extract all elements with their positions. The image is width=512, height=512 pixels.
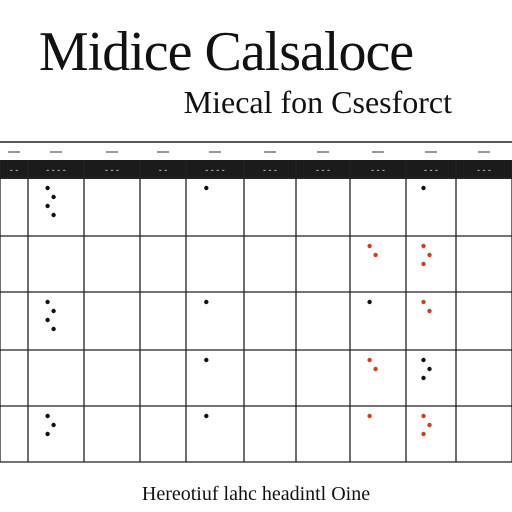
event-dot xyxy=(367,299,372,305)
event-dot xyxy=(421,413,426,419)
event-dot xyxy=(45,299,50,305)
calendar-day-cell xyxy=(29,351,83,405)
calendar-day-cell xyxy=(141,179,185,235)
calendar-day-cell xyxy=(351,293,405,349)
event-dot xyxy=(204,185,209,191)
calendar-day-cell xyxy=(29,237,83,291)
event-dot xyxy=(204,299,209,305)
calendar-day-cell xyxy=(245,179,295,235)
event-dot xyxy=(204,357,209,363)
calendar-day-cell xyxy=(351,407,405,461)
header-tick-mark: - - xyxy=(10,165,19,175)
event-dot xyxy=(373,366,378,372)
header-tick-mark: - - - xyxy=(316,165,330,175)
event-dot xyxy=(421,299,426,305)
header-tick-mark: - - xyxy=(159,165,168,175)
calendar-day-cell xyxy=(85,293,139,349)
event-dot xyxy=(367,413,372,419)
calendar-day-cell xyxy=(457,407,511,461)
event-dot xyxy=(427,308,432,314)
calendar-day-cell xyxy=(141,293,185,349)
calendar-day-cell xyxy=(457,351,511,405)
event-dot xyxy=(45,185,50,191)
calendar-day-cell xyxy=(85,237,139,291)
document-title: Midice Calsaloce xyxy=(38,21,414,83)
calendar-day-cell xyxy=(297,293,349,349)
calendar-day-cell xyxy=(1,407,27,461)
calendar-day-cell xyxy=(29,407,83,461)
event-dot xyxy=(204,413,209,419)
event-dot xyxy=(427,252,432,258)
calendar-day-cell xyxy=(187,351,243,405)
calendar-day-cell xyxy=(297,237,349,291)
calendar-day-cell xyxy=(29,293,83,349)
calendar-day-cell xyxy=(187,179,243,235)
event-dot xyxy=(51,422,56,428)
calendar-day-cell xyxy=(297,179,349,235)
calendar-day-cell xyxy=(85,179,139,235)
calendar-day-cell xyxy=(187,407,243,461)
calendar-day-cell xyxy=(457,179,511,235)
header-tick-mark: - - - - xyxy=(205,165,225,175)
document-footer: Hereotiuf lahc headintl Oine xyxy=(141,483,371,505)
calendar-day-cell xyxy=(407,407,455,461)
calendar-day-cell xyxy=(245,293,295,349)
calendar-day-cell xyxy=(407,293,455,349)
calendar-day-cell xyxy=(351,237,405,291)
event-dot xyxy=(51,194,56,200)
event-dot xyxy=(51,326,56,332)
event-dot xyxy=(367,243,372,249)
calendar-day-cell xyxy=(29,179,83,235)
event-dot xyxy=(45,413,50,419)
calendar-day-cell xyxy=(245,237,295,291)
calendar-day-cell xyxy=(187,237,243,291)
calendar-day-cell xyxy=(407,179,455,235)
event-dot xyxy=(45,431,50,437)
calendar-day-cell xyxy=(245,407,295,461)
header-tick-mark: - - - xyxy=(371,165,385,175)
event-dot xyxy=(421,375,426,381)
calendar-day-cell xyxy=(85,407,139,461)
event-dot xyxy=(421,261,426,267)
calendar-day-cell xyxy=(457,293,511,349)
event-dot xyxy=(421,243,426,249)
event-dot xyxy=(45,203,50,209)
calendar-day-cell xyxy=(1,237,27,291)
header-tick-mark: - - - xyxy=(263,165,277,175)
calendar-day-cell xyxy=(1,351,27,405)
event-dot xyxy=(427,422,432,428)
header-tick-mark: - - - xyxy=(424,165,438,175)
calendar-day-cell xyxy=(141,351,185,405)
calendar-day-cell xyxy=(245,351,295,405)
event-dot xyxy=(367,357,372,363)
calendar-day-cell xyxy=(457,237,511,291)
event-dot xyxy=(51,212,56,218)
calendar-day-cell xyxy=(141,237,185,291)
calendar-day-cell xyxy=(187,293,243,349)
header-tick-mark: - - - xyxy=(105,165,119,175)
document-subtitle: Miecal fon Csesforct xyxy=(183,84,452,120)
calendar-day-cell xyxy=(1,293,27,349)
calendar-day-cell xyxy=(297,351,349,405)
event-dot xyxy=(421,357,426,363)
header-tick-mark: - - - - xyxy=(46,165,66,175)
calendar-day-cell xyxy=(351,179,405,235)
calendar-day-cell xyxy=(407,351,455,405)
event-dot xyxy=(51,308,56,314)
event-dot xyxy=(373,252,378,258)
calendar-header-band xyxy=(0,160,512,178)
header-tick-mark: - - - xyxy=(477,165,491,175)
calendar-day-cell xyxy=(1,179,27,235)
event-dot xyxy=(421,431,426,437)
calendar-day-cell xyxy=(297,407,349,461)
calendar-day-cell xyxy=(351,351,405,405)
calendar-day-cell xyxy=(407,237,455,291)
event-dot xyxy=(427,366,432,372)
calendar-day-cell xyxy=(85,351,139,405)
calendar-day-cell xyxy=(141,407,185,461)
event-dot xyxy=(421,185,426,191)
event-dot xyxy=(45,317,50,323)
